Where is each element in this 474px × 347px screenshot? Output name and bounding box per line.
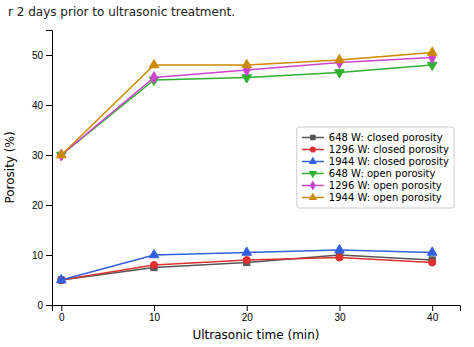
y-axis: 0 10 20 30 40 50 — [32, 31, 53, 311]
tick-mark — [247, 305, 248, 311]
point — [242, 59, 252, 67]
point — [243, 256, 250, 263]
point — [335, 70, 345, 78]
legend-marker — [309, 193, 317, 200]
legend-box — [297, 127, 454, 208]
tick: 10 — [149, 305, 161, 323]
legend-label: 1944 W: closed porosity — [329, 156, 449, 167]
tick-label: 40 — [32, 100, 44, 111]
tick: 30 — [32, 150, 52, 161]
point — [56, 274, 66, 282]
point — [149, 59, 159, 67]
point — [429, 259, 436, 266]
legend-marker — [309, 171, 317, 178]
legend-marker — [309, 157, 317, 164]
tick: 20 — [242, 305, 254, 323]
legend-item: 1296 W: closed porosity — [302, 144, 449, 155]
legend-item: 648 W: closed porosity — [302, 132, 443, 143]
tick-label: 0 — [37, 300, 43, 311]
legend-item: 648 W: open porosity — [302, 168, 436, 179]
tick: 50 — [32, 50, 52, 61]
tick-mark — [46, 155, 52, 156]
legend-label: 648 W: open porosity — [329, 168, 436, 179]
tick-mark — [339, 305, 340, 311]
tick-mark — [61, 305, 62, 311]
legend-marker — [310, 180, 316, 190]
tick-label: 10 — [149, 312, 161, 323]
point — [149, 249, 159, 257]
legend-label: 1296 W: open porosity — [329, 180, 442, 191]
tick-mark — [46, 205, 52, 206]
point — [335, 244, 345, 252]
point — [151, 72, 158, 84]
tick-mark — [46, 55, 52, 56]
tick-label: 20 — [242, 312, 254, 323]
tick-mark — [46, 305, 52, 306]
tick: 40 — [32, 100, 52, 111]
point — [150, 261, 157, 268]
axis-line — [46, 31, 53, 306]
legend-label: 1944 W: open porosity — [329, 192, 442, 203]
x-axis-label: Ultrasonic time (min) — [193, 328, 320, 342]
tick-mark — [46, 105, 52, 106]
legend-item: 1296 W: open porosity — [302, 180, 442, 191]
tick-mark — [154, 305, 155, 311]
tick-label: 10 — [32, 250, 44, 261]
legend: 648 W: closed porosity1296 W: closed por… — [297, 127, 454, 208]
tick: 0 — [59, 305, 65, 323]
point — [335, 54, 345, 62]
series-line — [61, 255, 432, 280]
tick-label: 30 — [32, 150, 44, 161]
tick-label: 30 — [334, 312, 346, 323]
tick: 30 — [334, 305, 346, 323]
tick: 10 — [32, 250, 52, 261]
tick-label: 0 — [59, 312, 65, 323]
axis-line — [53, 306, 461, 312]
legend-item: 1944 W: closed porosity — [302, 156, 449, 167]
tick-label: 20 — [32, 200, 44, 211]
x-axis: 0 10 20 30 40 — [53, 305, 461, 323]
legend-item: 1944 W: open porosity — [302, 192, 442, 203]
title: r 2 days prior to ultrasonic treatment. — [8, 5, 235, 19]
tick-label: 50 — [32, 50, 44, 61]
point — [336, 254, 343, 261]
tick: 20 — [32, 200, 52, 211]
chart: 0 10 20 30 40 0 10 20 30 40 50 r 2 days prior to ul… — [0, 0, 474, 347]
y-axis-label: Porosity (%) — [3, 131, 17, 203]
tick-label: 40 — [427, 312, 439, 323]
legend-marker — [310, 135, 315, 140]
legend-label: 648 W: closed porosity — [329, 132, 443, 143]
point — [427, 247, 437, 255]
tick: 0 — [37, 300, 52, 311]
tick-mark — [432, 305, 433, 311]
legend-label: 1296 W: closed porosity — [329, 144, 449, 155]
legend-marker — [310, 146, 316, 152]
point — [56, 149, 66, 157]
tick: 40 — [427, 305, 439, 323]
point — [427, 47, 437, 55]
tick-mark — [46, 255, 52, 256]
point — [242, 247, 252, 255]
